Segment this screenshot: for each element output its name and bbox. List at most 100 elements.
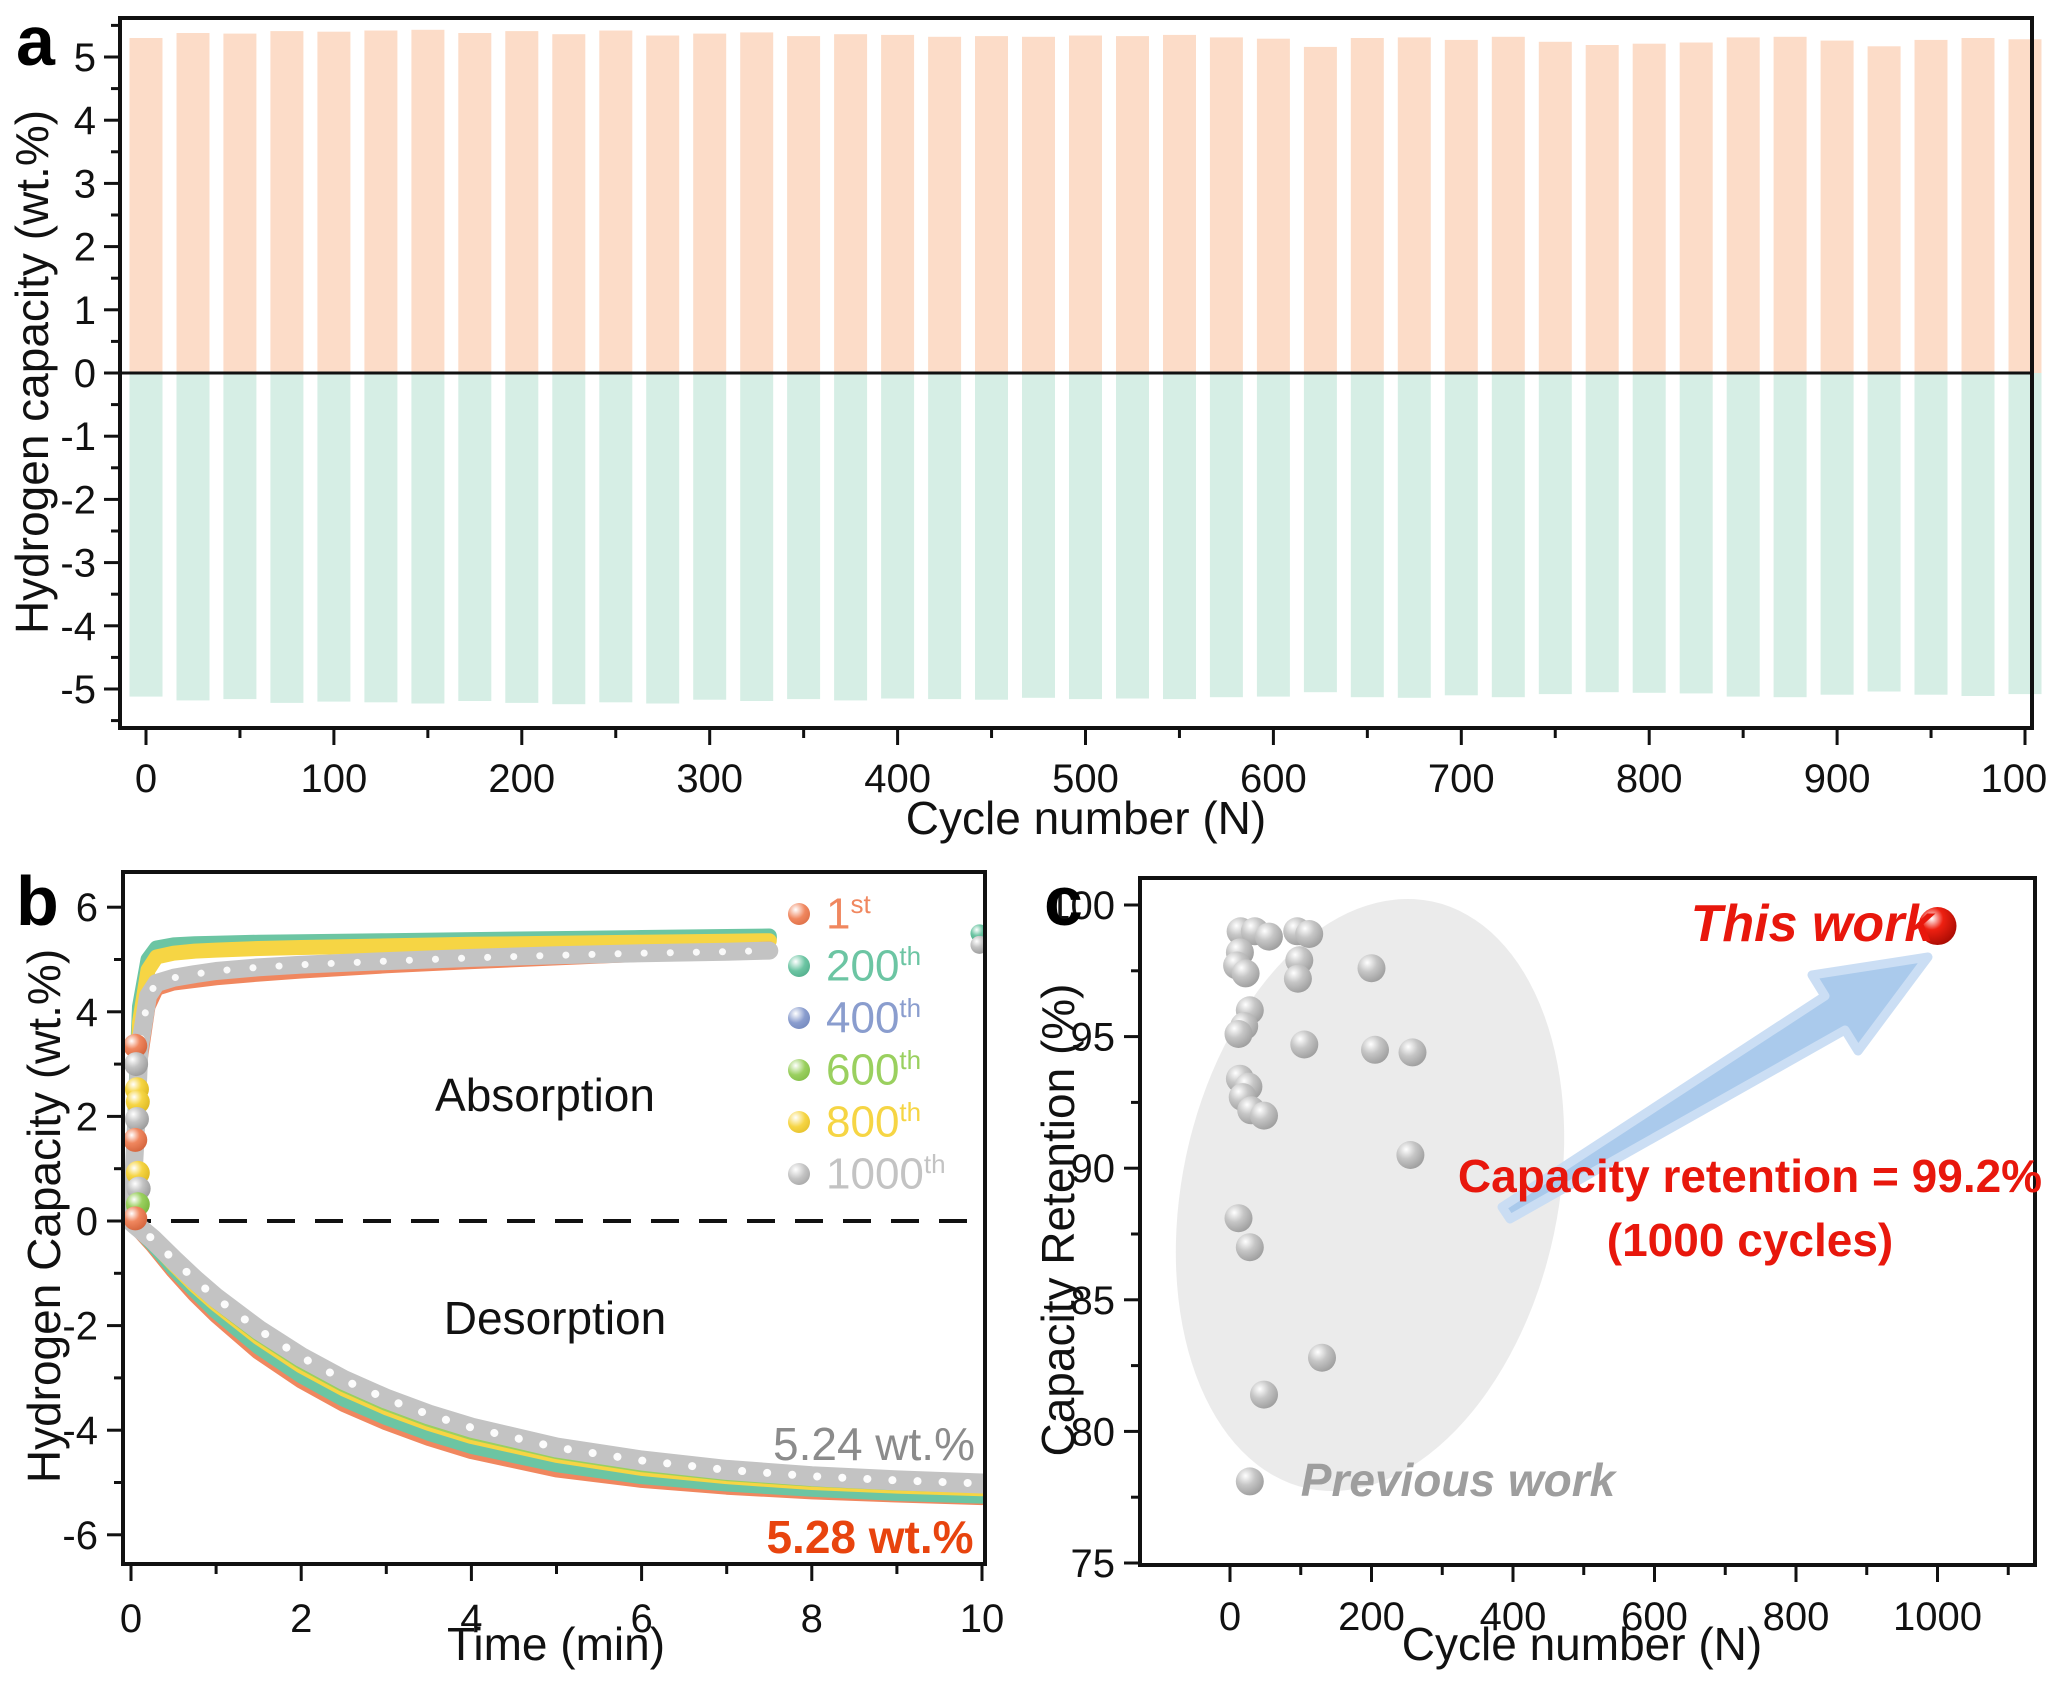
legend-item-1st: 1st [788,888,946,940]
desorption-bar [881,373,915,699]
legend-sphere-icon [788,1111,810,1133]
absorption-bar [1069,35,1102,373]
absorption-bar [1632,43,1666,373]
desorption-bar [1350,373,1384,698]
x-tick-label: 4 [460,1597,482,1641]
legend-label: 1000th [826,1149,946,1199]
y-tick-label: 80 [1071,1410,1116,1454]
absorption-bar [1303,46,1337,374]
desorption-bar [129,373,163,697]
previous-work-point [1231,959,1260,988]
start-marker [125,1089,150,1114]
desorption-bar [270,373,304,703]
previous-work-point [1396,1141,1425,1169]
desorption-bar [1022,373,1055,698]
absorption-bar [975,36,1008,373]
start-marker [124,1107,149,1132]
y-tick-label: 95 [1071,1016,1116,1060]
desorption-bar [928,373,962,700]
desorption-beads [127,1217,985,1488]
desorption-bar [317,373,351,702]
absorption-bar [129,38,163,373]
absorption-label: Absorption [435,1069,655,1121]
desorption-bar [834,373,868,701]
absorption-bar [1116,36,1149,373]
desorption-label: Desorption [443,1292,667,1344]
x-tick-label: 200 [1338,1595,1405,1639]
previous-work-point [1361,1035,1389,1064]
y-tick-label: -4 [60,605,96,649]
capacity-retention-line2: (1000 cycles) [1606,1214,1894,1266]
absorption-bar [834,34,868,373]
legend-label: 200th [826,941,922,991]
panel-c-x-axis-title: Cycle number (N) [1401,1618,1763,1670]
absorption-bar [1444,39,1478,374]
absorption-bar [1538,41,1572,374]
legend-label: 400th [826,993,922,1043]
panel-a-chart: 5 4 3 2 1 0 -1 -2 -3 -4 -5 0 100 200 300 400 500 600 700 80… [60,16,2048,801]
x-tick-label: 800 [1616,757,1683,801]
absorption-bar [646,35,680,373]
y-tick-label: -4 [62,1409,98,1453]
x-tick-label: 700 [1428,757,1495,801]
desorption-bar [693,373,727,700]
y-tick-label: 90 [1071,1147,1116,1191]
previous-work-point [1357,954,1386,983]
legend-item-600th: 600th [788,1044,946,1096]
desorption-bar [1209,373,1243,698]
desorption-bar [1632,373,1666,693]
x-tick-label: 200 [488,757,555,801]
previous-work-point [1398,1038,1427,1067]
absorption-bar [1491,36,1525,374]
previous-work-point [1308,1343,1336,1372]
y-tick-label: 3 [74,162,96,206]
absorption-bar [411,29,445,374]
absorption-bar [317,31,351,373]
x-tick-label: 0 [135,757,157,801]
desorption-bar [411,373,445,704]
desorption-bar [646,373,680,704]
x-tick-label: 10 [960,1597,1005,1641]
absorption-bar [740,32,774,374]
y-tick-label: -1 [60,415,96,459]
panel-a-y-axis-title: Hydrogen capacity (wt.%) [6,109,58,635]
desorption-bar [1116,373,1149,699]
absorption-bar [599,30,633,373]
legend-label: 600th [826,1045,922,1095]
absorption-bar [2008,39,2042,374]
desorption-bar [1726,373,1760,697]
x-tick-label: 600 [1621,1595,1688,1639]
panel-c-y-axis-title: Capacity Retention (%) [1032,983,1084,1457]
y-tick-label: -5 [60,668,96,712]
axis-ticks: 5 4 3 2 1 0 -1 -2 -3 -4 -5 0 100 200 300 400 500 600 700 80… [60,23,2048,801]
legend-sphere-icon [788,1163,810,1185]
panel-b-y-axis-title: Hydrogen Capacity (wt.%) [18,948,70,1484]
x-tick-label: 1000 [1981,757,2048,801]
edge-marker [970,935,985,954]
axis-ticks: 100 95 90 85 80 75 0 200 400 600 800 1000 [1048,884,2010,1639]
x-tick-label: 600 [1240,757,1307,801]
legend-item-400th: 400th [788,992,946,1044]
desorption-bar [1069,373,1102,700]
panel-b-x-axis-title: Time (min) [446,1618,666,1670]
desorption-bar [552,373,586,705]
x-tick-label: 400 [1480,1595,1547,1639]
final-capacity-gray-label: 5.24 wt.% [773,1418,975,1470]
legend-label: 1st [826,889,871,939]
absorption-bar [1914,39,1948,374]
bars [129,29,2042,705]
absorption-bar [505,31,539,373]
capacity-retention-line1: Capacity retention = 99.2% [1457,1150,2043,1202]
desorption-bar [1773,373,1807,698]
absorption-bar [1163,34,1196,374]
absorption-bar [364,30,398,373]
absorption-bar [176,33,210,373]
absorption-bar [270,31,304,373]
x-tick-label: 6 [630,1597,652,1641]
legend-item-200th: 200th [788,940,946,992]
desorption-bar [505,373,539,703]
previous-work-point [1235,1467,1264,1496]
this-work-point [1918,907,1957,946]
final-capacity-red-label: 5.28 wt.% [766,1511,974,1563]
desorption-bar [223,373,257,700]
